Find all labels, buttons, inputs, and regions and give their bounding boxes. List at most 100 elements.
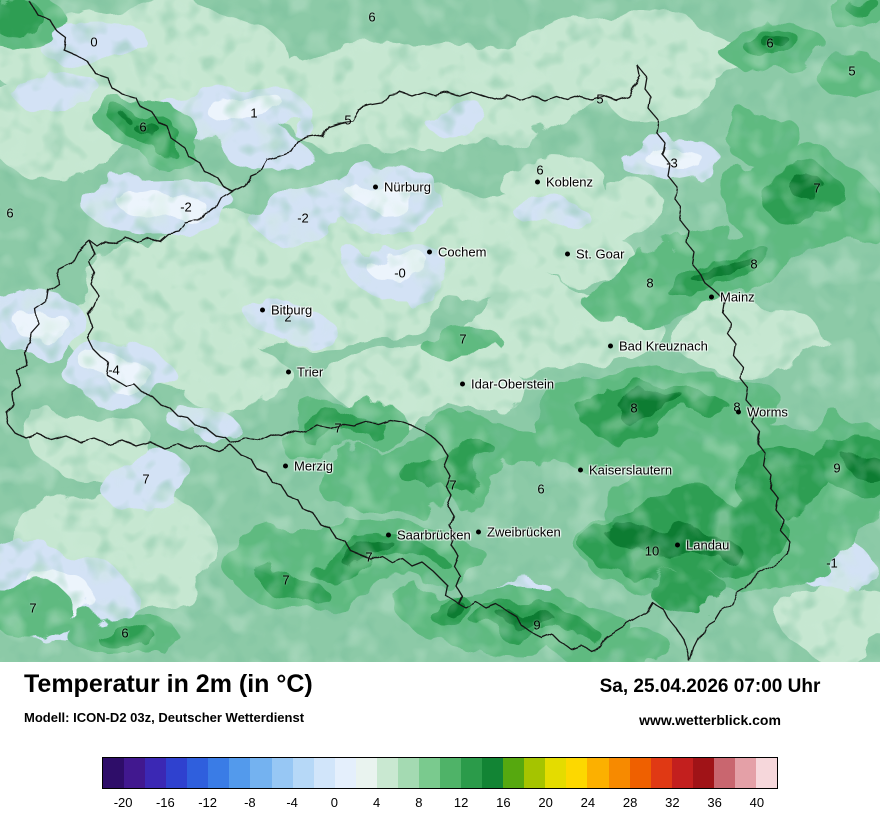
city-label: St. Goar (576, 246, 625, 262)
city-dot-icon (476, 529, 481, 535)
city-marker: Zweibrücken (476, 525, 561, 540)
colorbar-segment (629, 758, 651, 788)
temperature-value: 1 (250, 105, 258, 121)
temperature-value: 8 (630, 400, 638, 416)
colorbar-segment (734, 758, 756, 788)
city-marker: Trier (286, 365, 323, 380)
temperature-colorbar (102, 757, 778, 789)
colorbar-segment (103, 758, 125, 788)
temperature-value: 6 (766, 35, 774, 51)
city-label: Cochem (438, 244, 487, 260)
colorbar-tick-label: -12 (198, 795, 218, 810)
temperature-value: -0 (394, 265, 406, 281)
temperature-value: 0 (90, 34, 98, 50)
model-info: Modell: ICON-D2 03z, Deutscher Wetterdie… (24, 710, 305, 725)
city-label: Kaiserslautern (589, 462, 673, 478)
city-label: Worms (747, 404, 788, 420)
temperature-values-layer: 0 6 6 5 5 1 5 6 -3 6 7 -2 6 -2 8 -0 8 2 7 -4 8 8 7 9 7 7 6 10 7 -1 7 7 9… (6, 9, 855, 641)
colorbar-segment (271, 758, 293, 788)
colorbar-segment (650, 758, 672, 788)
colorbar-tick-labels: -20 -16 -12 -8 -4 0 4 8 12 16 20 24 28 32 36 40 (102, 795, 778, 813)
city-markers-layer: Nürburg Koblenz Cochem St. Goar Bitburg Mainz… (260, 175, 788, 553)
colorbar-segment (566, 758, 588, 788)
colorbar-segment (397, 758, 419, 788)
colorbar-segment (461, 758, 483, 788)
colorbar-segment (166, 758, 188, 788)
city-label: Nürburg (384, 179, 431, 195)
colorbar-segment (292, 758, 314, 788)
colorbar-segment (355, 758, 377, 788)
city-label: Bad Kreuznach (619, 338, 708, 354)
city-marker: Bad Kreuznach (608, 339, 708, 354)
city-marker: Koblenz (535, 175, 593, 190)
temperature-value: 10 (644, 543, 660, 559)
city-dot-icon (535, 179, 540, 185)
city-marker: St. Goar (565, 247, 624, 262)
temperature-value: 7 (813, 180, 821, 196)
colorbar-tick-label: 28 (622, 795, 638, 810)
city-dot-icon (286, 369, 291, 375)
city-marker: Nürburg (373, 180, 431, 195)
city-dot-icon (460, 381, 465, 387)
temperature-value: 7 (365, 549, 373, 565)
temperature-value: 6 (6, 205, 14, 221)
map-texture-light (0, 0, 880, 662)
temperature-value: -2 (180, 199, 192, 215)
city-marker: Worms (736, 405, 788, 420)
temperature-value: 7 (142, 471, 150, 487)
city-label: Saarbrücken (397, 527, 471, 543)
colorbar-segment (440, 758, 462, 788)
city-label: Merzig (294, 458, 334, 474)
temperature-value: 7 (282, 572, 290, 588)
temperature-value: 7 (449, 477, 457, 493)
colorbar-tick-label: 20 (538, 795, 553, 810)
map-graphic (0, 0, 880, 662)
colorbar-segment (208, 758, 230, 788)
colorbar-tick-label: -4 (286, 795, 298, 810)
temperature-value: -2 (297, 210, 309, 226)
colorbar-tick-label: 36 (707, 795, 722, 810)
temperature-value: -4 (108, 362, 120, 378)
city-dot-icon (386, 532, 391, 538)
temperature-value: -3 (666, 155, 678, 171)
city-marker: Mainz (709, 290, 755, 305)
colorbar-tick-label: 12 (453, 795, 469, 810)
temperature-value: 6 (139, 119, 147, 135)
colorbar-segment (376, 758, 398, 788)
colorbar-segment (587, 758, 609, 788)
colorbar-tick-label: 40 (749, 795, 765, 810)
state-borders (5, 1, 791, 662)
colorbar-segment (503, 758, 525, 788)
colorbar-tick-label: -16 (155, 795, 175, 810)
city-dot-icon (565, 251, 570, 257)
city-label: Landau (686, 537, 730, 553)
colorbar-tick-label: 24 (580, 795, 596, 810)
city-dot-icon (675, 542, 680, 548)
colorbar-tick-label: 4 (373, 795, 381, 810)
colorbar-segment (313, 758, 335, 788)
colorbar-segment (608, 758, 630, 788)
temperature-value: 9 (833, 460, 841, 476)
temperature-map: 0 6 6 5 5 1 5 6 -3 6 7 -2 6 -2 8 -0 8 2 7 -4 8 8 7 9 7 7 6 10 7 -1 7 7 9… (0, 0, 880, 662)
city-marker: Bitburg (260, 303, 312, 318)
colorbar-tick-label: -8 (244, 795, 256, 810)
city-label: Bitburg (271, 302, 313, 318)
colorbar-segment (713, 758, 735, 788)
city-marker: Saarbrücken (386, 528, 471, 543)
colorbar-segment (145, 758, 167, 788)
city-label: Zweibrücken (487, 524, 561, 540)
colorbar-segment (124, 758, 146, 788)
temperature-value: 7 (459, 331, 467, 347)
colorbar-segment (524, 758, 546, 788)
temperature-value: 6 (536, 162, 544, 178)
temperature-value: 7 (334, 420, 342, 436)
temperature-value: 6 (537, 481, 545, 497)
city-marker: Merzig (283, 459, 333, 474)
colorbar-tick-label: 8 (415, 795, 423, 810)
colorbar-segment (187, 758, 209, 788)
temperature-value: 6 (368, 9, 376, 25)
map-datetime: Sa, 25.04.2026 07:00 Uhr (599, 676, 821, 697)
city-dot-icon (427, 249, 432, 255)
colorbar-segment (671, 758, 693, 788)
